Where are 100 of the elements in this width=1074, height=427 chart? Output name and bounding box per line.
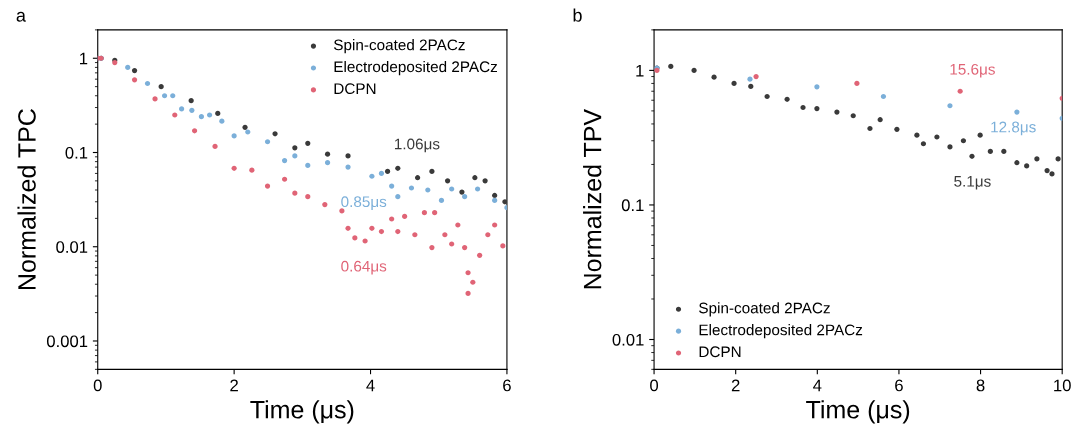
point: [748, 83, 754, 90]
point: [172, 112, 178, 118]
point: [462, 194, 468, 200]
point: [305, 194, 311, 200]
point: [158, 84, 164, 90]
point: [125, 64, 131, 70]
annotation: 0.64μs: [341, 260, 387, 275]
point: [231, 133, 237, 139]
point: [459, 189, 465, 195]
x-tick-label: 2: [731, 379, 740, 392]
point: [867, 125, 873, 132]
x-axis-title: Time (μs): [250, 400, 354, 424]
point: [470, 279, 476, 285]
point: [412, 232, 418, 238]
point: [369, 225, 375, 231]
point: [389, 216, 395, 222]
point: [668, 63, 674, 70]
point: [206, 112, 213, 118]
x-tick-label: 0: [93, 379, 102, 392]
x-tick-label: 10: [1054, 379, 1071, 392]
point: [894, 126, 900, 132]
point: [292, 145, 298, 151]
point: [438, 197, 445, 204]
point: [784, 96, 790, 102]
point: [987, 148, 993, 154]
point: [492, 197, 498, 204]
point: [191, 128, 198, 134]
point: [977, 132, 983, 138]
point: [1024, 163, 1030, 169]
point: [421, 210, 428, 216]
point: [957, 88, 963, 94]
point: [455, 222, 461, 228]
x-tick-label: 2: [230, 379, 238, 392]
point: [691, 67, 697, 73]
point: [345, 164, 351, 170]
point: [475, 186, 481, 192]
annotation: 15.6μs: [950, 63, 995, 78]
point: [850, 113, 856, 119]
point: [934, 134, 940, 140]
point: [1044, 168, 1050, 174]
point: [378, 228, 385, 235]
point: [472, 175, 478, 181]
y-tick-label: 0.1: [65, 146, 88, 159]
legend-label: Electrodeposited 2PACz: [334, 60, 498, 76]
point: [1049, 171, 1055, 177]
point: [425, 187, 431, 193]
point: [485, 232, 491, 238]
point: [345, 153, 351, 159]
x-tick-label: 0: [650, 379, 659, 392]
point: [324, 151, 331, 157]
point: [242, 124, 248, 130]
chart-title: a: [16, 11, 26, 22]
point: [1014, 109, 1020, 115]
point: [189, 107, 195, 113]
y-tick-label: 1: [80, 52, 88, 65]
point: [731, 80, 737, 87]
point: [914, 132, 920, 138]
legend-label: Electrodeposited 2PACz: [699, 324, 863, 339]
annotation: 5.1μs: [954, 176, 991, 190]
legend-label: Spin-coated 2PACz: [333, 39, 465, 54]
point: [747, 76, 753, 82]
y-tick-label: 0.01: [56, 241, 88, 253]
point: [215, 110, 221, 116]
point: [947, 144, 953, 150]
point: [814, 106, 820, 112]
point: [389, 183, 395, 189]
x-tick-label: 4: [813, 379, 822, 392]
point: [834, 109, 840, 115]
point: [432, 210, 438, 216]
point: [188, 98, 194, 104]
point: [753, 73, 759, 80]
point: [920, 141, 927, 147]
point: [800, 104, 806, 111]
point: [711, 74, 717, 80]
point: [345, 225, 351, 231]
y-axis-title: Normalized TPC: [17, 109, 36, 290]
y-tick-label: 0.1: [621, 199, 644, 212]
point: [144, 80, 151, 87]
point: [369, 173, 375, 179]
point: [305, 140, 311, 146]
point: [324, 160, 331, 166]
point: [854, 80, 860, 87]
y-axis-title: Normalized TPV: [583, 108, 602, 289]
point: [292, 153, 298, 159]
point: [282, 158, 288, 164]
point: [1055, 156, 1061, 162]
point: [131, 77, 138, 83]
y-tick-label: 0.01: [612, 333, 644, 346]
point: [877, 117, 883, 123]
point: [814, 84, 820, 90]
y-tick-label: 0.001: [46, 335, 88, 348]
point: [402, 213, 408, 219]
point: [264, 183, 271, 189]
x-tick-label: 8: [976, 379, 985, 392]
point: [449, 241, 455, 247]
point: [219, 118, 225, 124]
point: [492, 222, 498, 228]
point: [960, 138, 967, 144]
annotation: 12.8μs: [991, 121, 1036, 136]
point: [429, 168, 435, 175]
